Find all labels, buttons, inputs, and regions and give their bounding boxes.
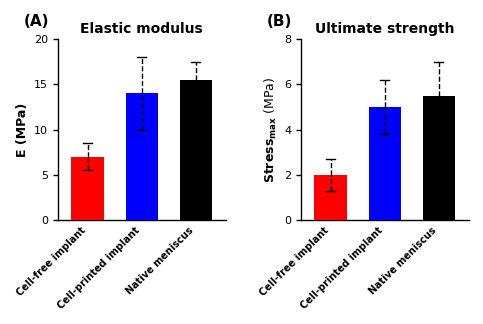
Title: Ultimate strength: Ultimate strength <box>315 22 455 36</box>
Bar <box>126 93 158 220</box>
Bar <box>423 96 455 220</box>
Title: Elastic modulus: Elastic modulus <box>80 22 203 36</box>
Bar <box>314 175 347 220</box>
Text: (B): (B) <box>267 14 293 29</box>
Bar <box>180 80 212 220</box>
Text: (A): (A) <box>24 14 50 29</box>
Y-axis label: E (MPa): E (MPa) <box>15 102 28 157</box>
Y-axis label: $\mathbf{Stress_{max}}$ (MPa): $\mathbf{Stress_{max}}$ (MPa) <box>262 76 279 183</box>
Bar <box>369 107 401 220</box>
Bar <box>71 157 104 220</box>
